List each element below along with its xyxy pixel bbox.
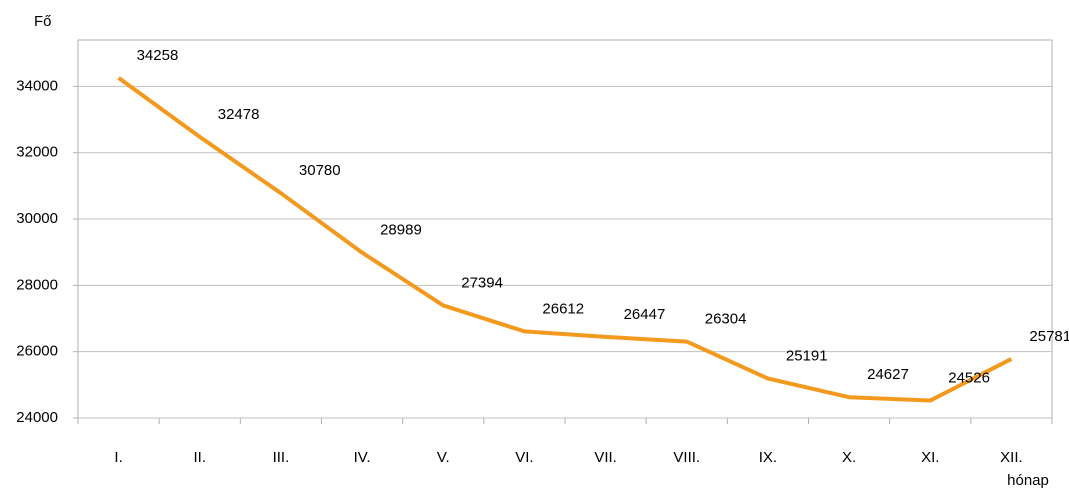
x-tick-label: IX.	[759, 449, 777, 466]
x-tick-label: XI.	[921, 449, 939, 466]
x-tick-label: VIII.	[673, 449, 700, 466]
x-tick-label: II.	[193, 449, 206, 466]
data-label: 26447	[624, 306, 666, 323]
x-tick-label: I.	[114, 449, 122, 466]
data-label: 26304	[705, 311, 747, 328]
x-tick-label: V.	[437, 449, 450, 466]
data-label: 28989	[380, 222, 422, 239]
y-tick-label: 34000	[16, 77, 58, 94]
data-label: 26612	[542, 300, 584, 317]
data-label: 24526	[948, 370, 990, 387]
y-tick-label: 26000	[16, 343, 58, 360]
data-label: 32478	[218, 106, 260, 123]
x-tick-label: XII.	[1000, 449, 1023, 466]
x-tick-label: VI.	[515, 449, 533, 466]
data-label: 25781	[1029, 328, 1069, 345]
data-label: 34258	[137, 47, 179, 64]
y-axis-label: Fő	[34, 13, 52, 30]
x-tick-label: III.	[273, 449, 290, 466]
x-tick-label: X.	[842, 449, 856, 466]
data-label: 27394	[461, 274, 503, 291]
data-label: 24627	[867, 366, 909, 383]
data-label: 30780	[299, 162, 341, 179]
x-axis-label: hónap	[1007, 472, 1049, 489]
line	[117, 76, 1013, 403]
y-tick-label: 24000	[16, 409, 58, 426]
plot-area	[77, 39, 1053, 419]
x-tick-label: IV.	[354, 449, 371, 466]
y-tick-label: 30000	[16, 210, 58, 227]
y-tick-label: 28000	[16, 276, 58, 293]
x-tick-label: VII.	[594, 449, 617, 466]
y-tick-label: 32000	[16, 144, 58, 161]
data-label: 25191	[786, 347, 828, 364]
